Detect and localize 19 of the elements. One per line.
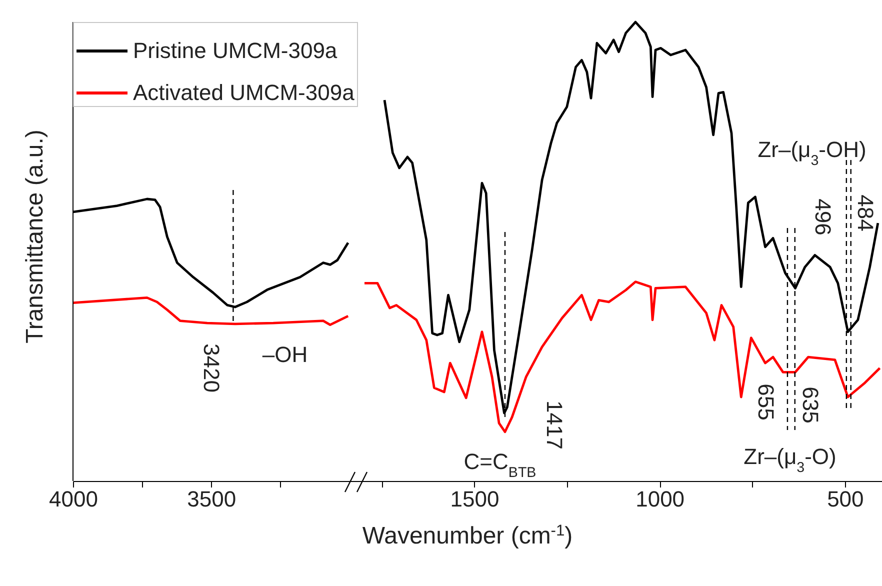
ref-line-label: 1417	[542, 400, 567, 450]
x-tick-label: 1500	[450, 486, 500, 512]
annotation: –OH	[262, 342, 308, 367]
ref-line-label: 496	[810, 198, 836, 236]
annotation: C=C$_{BTB}$	[464, 449, 536, 481]
ref-line-label: 635	[798, 386, 823, 424]
y-axis-title: Transmittance (a.u.)	[22, 130, 48, 344]
annotation: Zr–(μ$_{3}$-O)	[744, 444, 836, 476]
annotation: Zr–(μ$_{3}$-OH)	[758, 137, 866, 169]
x-axis-title: Wavenumber (cm$^{-1}$)	[362, 522, 573, 550]
x-tick-label: 3500	[187, 486, 236, 512]
ref-line-label: 484	[852, 194, 878, 232]
legend-label: Pristine UMCM-309a	[133, 38, 338, 63]
ref-line-label: 3420	[199, 344, 224, 392]
legend-label: Activated UMCM-309a	[133, 80, 356, 105]
x-tick-label: 500	[827, 486, 864, 512]
ref-line-label: 655	[753, 384, 778, 420]
x-tick-label: 1000	[636, 486, 685, 512]
x-tick-label: 4000	[49, 486, 98, 512]
